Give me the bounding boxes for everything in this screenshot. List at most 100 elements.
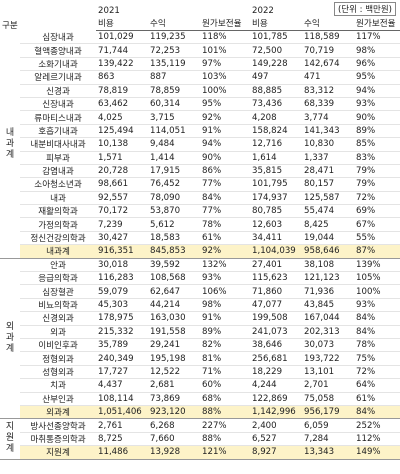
group-label: 내과계 — [0, 30, 20, 259]
row-label: 내분비대사내과 — [20, 137, 97, 152]
cell: 11,486 — [96, 445, 149, 460]
header-row: 구분 2021 2022 — [0, 0, 400, 31]
cell: 497 — [250, 70, 303, 85]
cell: 97% — [200, 57, 251, 72]
cell: 60% — [200, 378, 251, 393]
cell: 114,051 — [148, 124, 201, 139]
cell: 75,058 — [302, 392, 355, 406]
cell: 6,059 — [302, 418, 355, 433]
cell: 1,614 — [250, 151, 303, 165]
cell: 167,044 — [302, 311, 355, 326]
cell: 95% — [354, 70, 400, 85]
group-label: 외과계 — [0, 258, 20, 420]
cell: 96% — [354, 57, 400, 72]
cell: 3,774 — [302, 110, 355, 125]
cell: 80,785 — [250, 204, 303, 219]
cell: 887 — [148, 70, 201, 85]
cell: 10,830 — [302, 137, 355, 152]
table-row: 비뇨의학과 45,303 44,214 98% 47,077 43,845 93% — [0, 298, 400, 313]
cell: 84% — [354, 405, 400, 420]
cell: 92% — [200, 244, 251, 259]
cell: 93% — [354, 97, 400, 112]
cell: 75% — [354, 351, 400, 366]
row-label: 안과 — [20, 258, 97, 273]
table-row: 소아청소년과 98,661 76,452 77% 101,795 80,157 79% — [0, 177, 400, 192]
cell: 60,314 — [148, 97, 201, 112]
cell: 78,819 — [96, 84, 149, 98]
cell: 958,646 — [302, 244, 355, 259]
table-row: 소화기내과 139,422 135,119 97% 149,228 142,674 96% — [0, 57, 400, 72]
table-row: 내과 92,557 78,090 84% 174,937 125,587 72% — [0, 191, 400, 206]
cell: 79% — [354, 177, 400, 192]
row-label: 외과계 — [20, 405, 97, 420]
cell: 90% — [354, 110, 400, 125]
cell: 1,337 — [302, 151, 355, 165]
cell: 18,583 — [148, 231, 201, 246]
row-label: 가정의학과 — [20, 217, 97, 232]
table-row: 신장내과 63,462 60,314 95% 73,436 68,339 93% — [0, 97, 400, 112]
cell: 142,674 — [302, 57, 355, 72]
cell: 30,073 — [302, 338, 355, 353]
cell: 125,587 — [302, 191, 355, 206]
table-row: 내분비대사내과 10,138 9,484 94% 12,716 10,830 85% — [0, 137, 400, 152]
cell: 100% — [354, 284, 400, 299]
row-label: 소아청소년과 — [20, 177, 97, 192]
cell: 178,975 — [96, 311, 149, 326]
row-label: 마취통증의학과 — [20, 432, 97, 447]
cell: 12,603 — [250, 217, 303, 232]
cell: 59,079 — [96, 284, 149, 299]
cell: 94% — [200, 137, 251, 152]
cell: 174,937 — [250, 191, 303, 206]
cell: 132% — [200, 258, 251, 273]
table-row: 감염내과 20,728 17,915 86% 35,815 28,471 79% — [0, 164, 400, 179]
cell: 125,494 — [96, 124, 149, 139]
cell: 149% — [354, 445, 400, 460]
row-label: 재활의학과 — [20, 204, 97, 219]
cell: 79% — [354, 164, 400, 179]
cell: 35,815 — [250, 164, 303, 179]
cell: 115,623 — [250, 271, 303, 286]
cell: 4,244 — [250, 378, 303, 393]
column-header: 원가보전율 — [354, 16, 400, 31]
unit-label: (단위 : 백만원) — [333, 2, 396, 16]
cell: 13,343 — [302, 445, 355, 460]
cell: 61% — [200, 231, 251, 246]
row-label: 감염내과 — [20, 164, 97, 179]
cell: 199,508 — [250, 311, 303, 326]
cell: 78,090 — [148, 191, 201, 206]
cell: 71,744 — [96, 43, 149, 58]
row-label: 심장혈관 — [20, 284, 97, 299]
cell: 55% — [354, 231, 400, 246]
cell: 116,283 — [96, 271, 149, 286]
cell: 18,229 — [250, 365, 303, 380]
row-label: 신경외과 — [20, 311, 97, 326]
cell: 34,411 — [250, 231, 303, 246]
cell: 8,425 — [302, 217, 355, 232]
cell: 85% — [354, 137, 400, 152]
table-row: 치과 4,437 2,681 60% 4,244 2,701 64% — [0, 378, 400, 393]
cell: 845,853 — [148, 244, 201, 259]
cell: 17,915 — [148, 164, 201, 179]
subtotal-row: 내과계 916,351 845,853 92% 1,104,039 958,646 87% — [0, 244, 400, 259]
row-label: 혈액종양내과 — [20, 43, 97, 58]
row-label: 지원계 — [20, 445, 97, 460]
cell: 78,859 — [148, 84, 201, 98]
cell: 93% — [354, 298, 400, 313]
row-label: 방사선종양학과 — [20, 418, 97, 433]
column-header: 비용 — [250, 16, 303, 31]
cell: 2,761 — [96, 418, 149, 433]
table-header: 구분 2021 2022 비용 수익 원가보전율 비용 수익 원가보전율 — [0, 0, 400, 31]
column-header: 원가보전율 — [200, 16, 251, 31]
table-body: 내과계 심장내과 101,029 119,235 118% 101,785 118,589 1… — [0, 30, 400, 460]
cell: 3,715 — [148, 110, 201, 125]
cell: 100% — [200, 84, 251, 98]
cell: 916,351 — [96, 244, 149, 259]
cell: 6,527 — [250, 432, 303, 447]
cell: 1,051,406 — [96, 405, 149, 420]
table-row: 심장혈관 59,079 62,647 106% 71,860 71,936 100% — [0, 284, 400, 299]
cell: 108,568 — [148, 271, 201, 286]
row-label: 이비인후과 — [20, 338, 97, 353]
cell: 82% — [200, 338, 251, 353]
cell: 4,025 — [96, 110, 149, 125]
row-label: 정형외과 — [20, 351, 97, 366]
